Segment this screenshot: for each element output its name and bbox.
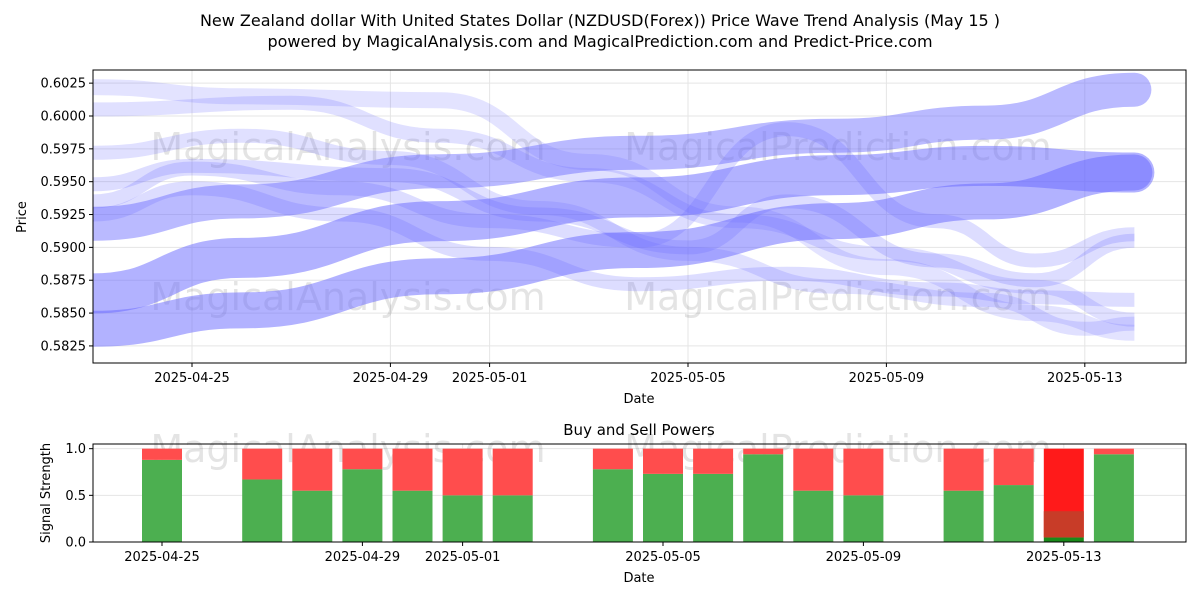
sell-bar <box>643 448 683 474</box>
bar-y-ticks: 0.0 0.5 1.0 <box>65 442 93 551</box>
sell-bar-overlap <box>1043 511 1084 538</box>
price-chart: MagicalAnalysis.com MagicalPrediction.co… <box>15 69 1187 407</box>
buy-bar <box>242 479 283 542</box>
watermark-prediction-bar: MagicalPrediction.com <box>624 427 1052 471</box>
buy-bar <box>492 495 533 542</box>
main-plot-frame <box>92 69 1187 364</box>
main-y-tick-label: 0.5950 <box>41 175 87 190</box>
sell-bar <box>743 448 784 455</box>
watermark-prediction-bottom: MagicalPrediction.com <box>624 275 1052 319</box>
sell-bar <box>993 448 1034 486</box>
buy-bar <box>843 495 884 542</box>
bar-x-tick-label: 2025-04-29 <box>325 550 401 565</box>
bar-y-tick-label: 0.0 <box>65 536 86 551</box>
main-x-tick-label: 2025-05-13 <box>1047 371 1123 386</box>
chart-title-line2: powered by MagicalAnalysis.com and Magic… <box>267 32 932 51</box>
main-y-ticks: 0.5825 0.5850 0.5875 0.5900 0.5925 0.5950 0.59… <box>41 77 93 354</box>
main-y-tick-label: 0.5850 <box>41 307 87 322</box>
bar-x-tick-label: 2025-05-09 <box>826 550 902 565</box>
sell-bar <box>342 448 383 470</box>
sell-bar <box>1093 448 1134 455</box>
bar-y-tick-label: 0.5 <box>65 489 86 504</box>
wave-band <box>93 145 1155 314</box>
main-y-tick-label: 0.5925 <box>41 208 87 223</box>
buy-bar <box>943 490 984 542</box>
buy-bar <box>442 495 483 542</box>
main-y-tick-label: 0.6000 <box>41 109 87 124</box>
bar-x-tick-label: 2025-04-25 <box>124 550 200 565</box>
main-y-tick-label: 0.5900 <box>41 241 87 256</box>
wave-band <box>93 154 1153 347</box>
sell-bar <box>693 448 734 474</box>
sell-bar <box>442 448 483 496</box>
sell-bar <box>592 448 633 470</box>
buy-bar <box>342 469 383 542</box>
wave-band <box>93 181 1135 307</box>
main-x-tick-label: 2025-05-05 <box>650 371 726 386</box>
bar-x-tick-label: 2025-05-01 <box>425 550 501 565</box>
main-x-ticks: 2025-04-25 2025-04-29 2025-05-01 2025-05-05… <box>154 363 1123 386</box>
main-y-tick-label: 0.5825 <box>41 339 87 354</box>
sell-bar <box>843 448 884 496</box>
main-y-tick-label: 0.6025 <box>41 77 87 92</box>
buy-bar <box>743 454 784 542</box>
main-x-tick-label: 2025-04-25 <box>154 371 230 386</box>
chart-title-line1: New Zealand dollar With United States Do… <box>200 11 1000 30</box>
power-chart: Buy and Sell Powers MagicalAnalysis.com … <box>39 421 1187 586</box>
buy-bar <box>793 490 834 542</box>
bar-x-ticks: 2025-04-25 2025-04-29 2025-05-01 2025-05-05… <box>124 542 1102 565</box>
buy-bar <box>392 490 433 542</box>
watermark-analysis-top: MagicalAnalysis.com <box>150 125 545 169</box>
buy-bar <box>1043 537 1084 542</box>
power-bars <box>142 448 1134 542</box>
main-y-tick-label: 0.5875 <box>41 274 87 289</box>
buy-bar <box>643 473 683 542</box>
bar-x-tick-label: 2025-05-13 <box>1026 550 1102 565</box>
buy-bar <box>292 490 333 542</box>
bar-plot-frame <box>92 443 1187 543</box>
sell-bar <box>492 448 533 496</box>
bar-x-axis-label: Date <box>623 571 654 586</box>
buy-bar <box>993 485 1034 542</box>
main-x-tick-label: 2025-04-29 <box>353 371 429 386</box>
bar-x-tick-label: 2025-05-05 <box>625 550 701 565</box>
sell-bar <box>943 448 984 491</box>
buy-bar <box>1093 454 1134 542</box>
main-y-tick-label: 0.5975 <box>41 142 87 157</box>
sell-bar <box>292 448 333 491</box>
bar-y-tick-label: 1.0 <box>65 442 86 457</box>
buy-bar <box>592 469 633 542</box>
wave-band <box>93 72 1152 241</box>
buy-bar <box>693 473 734 542</box>
main-y-axis-label: Price <box>15 201 30 233</box>
wave-bands <box>93 72 1155 347</box>
sell-bar <box>392 448 433 491</box>
sell-bar <box>142 448 182 460</box>
sell-bar <box>793 448 834 491</box>
main-x-axis-label: Date <box>623 392 654 407</box>
main-x-tick-label: 2025-05-09 <box>849 371 925 386</box>
main-x-tick-label: 2025-05-01 <box>452 371 528 386</box>
power-chart-title: Buy and Sell Powers <box>563 421 715 439</box>
buy-bar <box>142 459 182 542</box>
bar-y-axis-label: Signal Strength <box>39 443 54 543</box>
sell-bar <box>242 448 283 480</box>
